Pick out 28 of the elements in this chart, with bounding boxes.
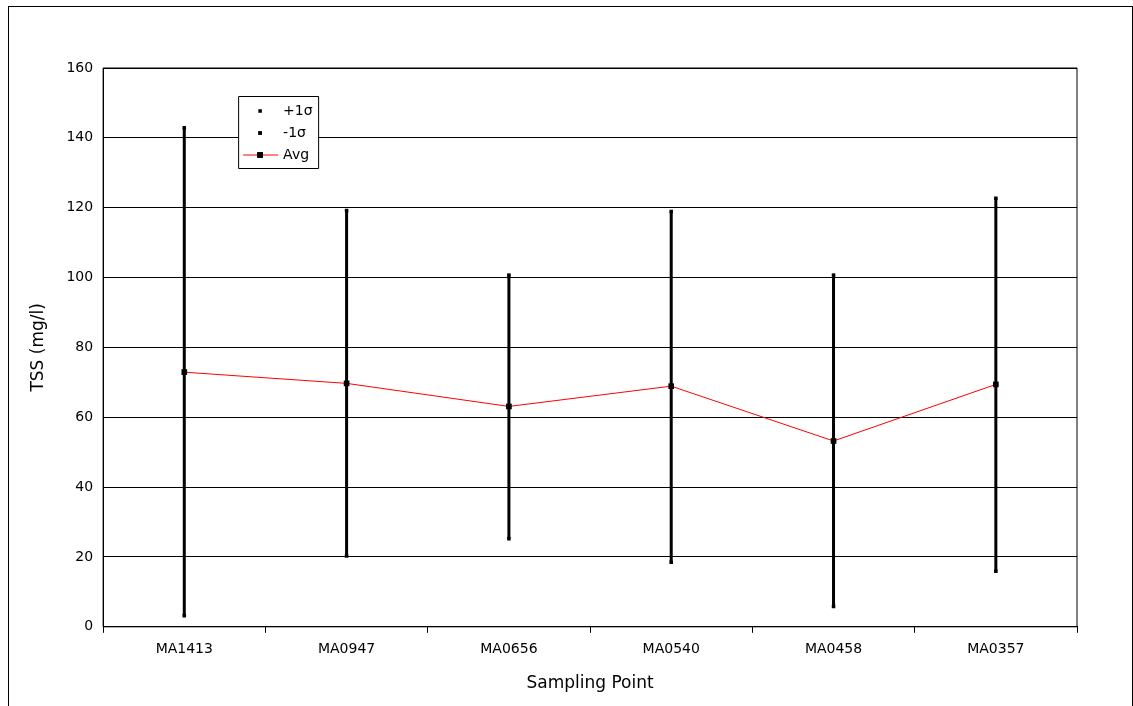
point <box>507 537 511 541</box>
y-tick-label: 160 <box>66 58 94 75</box>
legend-label: Avg <box>283 145 310 162</box>
x-tick-label: MA0458 <box>804 639 863 656</box>
point <box>831 273 836 277</box>
x-tick-label: MA1413 <box>155 639 213 656</box>
x-axis-title: Sampling Point <box>526 672 654 693</box>
y-tick-label: 40 <box>75 477 94 494</box>
y-tick-label: 80 <box>75 338 94 355</box>
x-tick-label: MA0656 <box>480 639 538 656</box>
y-tick-label: 140 <box>66 128 94 145</box>
x-tick-label: MA0357 <box>967 639 1025 656</box>
point <box>669 560 673 564</box>
point <box>669 209 673 214</box>
legend-label: +1σ <box>283 101 313 118</box>
y-tick-label: 60 <box>75 407 94 424</box>
y-tick-label: 120 <box>66 198 94 215</box>
y-tick-label: 0 <box>84 617 94 634</box>
point <box>344 554 349 558</box>
point <box>507 273 511 277</box>
y-axis-title: TSS (mg/l) <box>26 303 47 393</box>
y-tick-label: 100 <box>66 268 94 285</box>
point <box>994 196 998 201</box>
legend-label: -1σ <box>283 123 307 140</box>
x-tick-label: MA0540 <box>642 639 700 656</box>
x-tick-label: MA0947 <box>317 639 376 656</box>
point <box>994 569 998 574</box>
y-tick-label: 20 <box>75 547 94 564</box>
